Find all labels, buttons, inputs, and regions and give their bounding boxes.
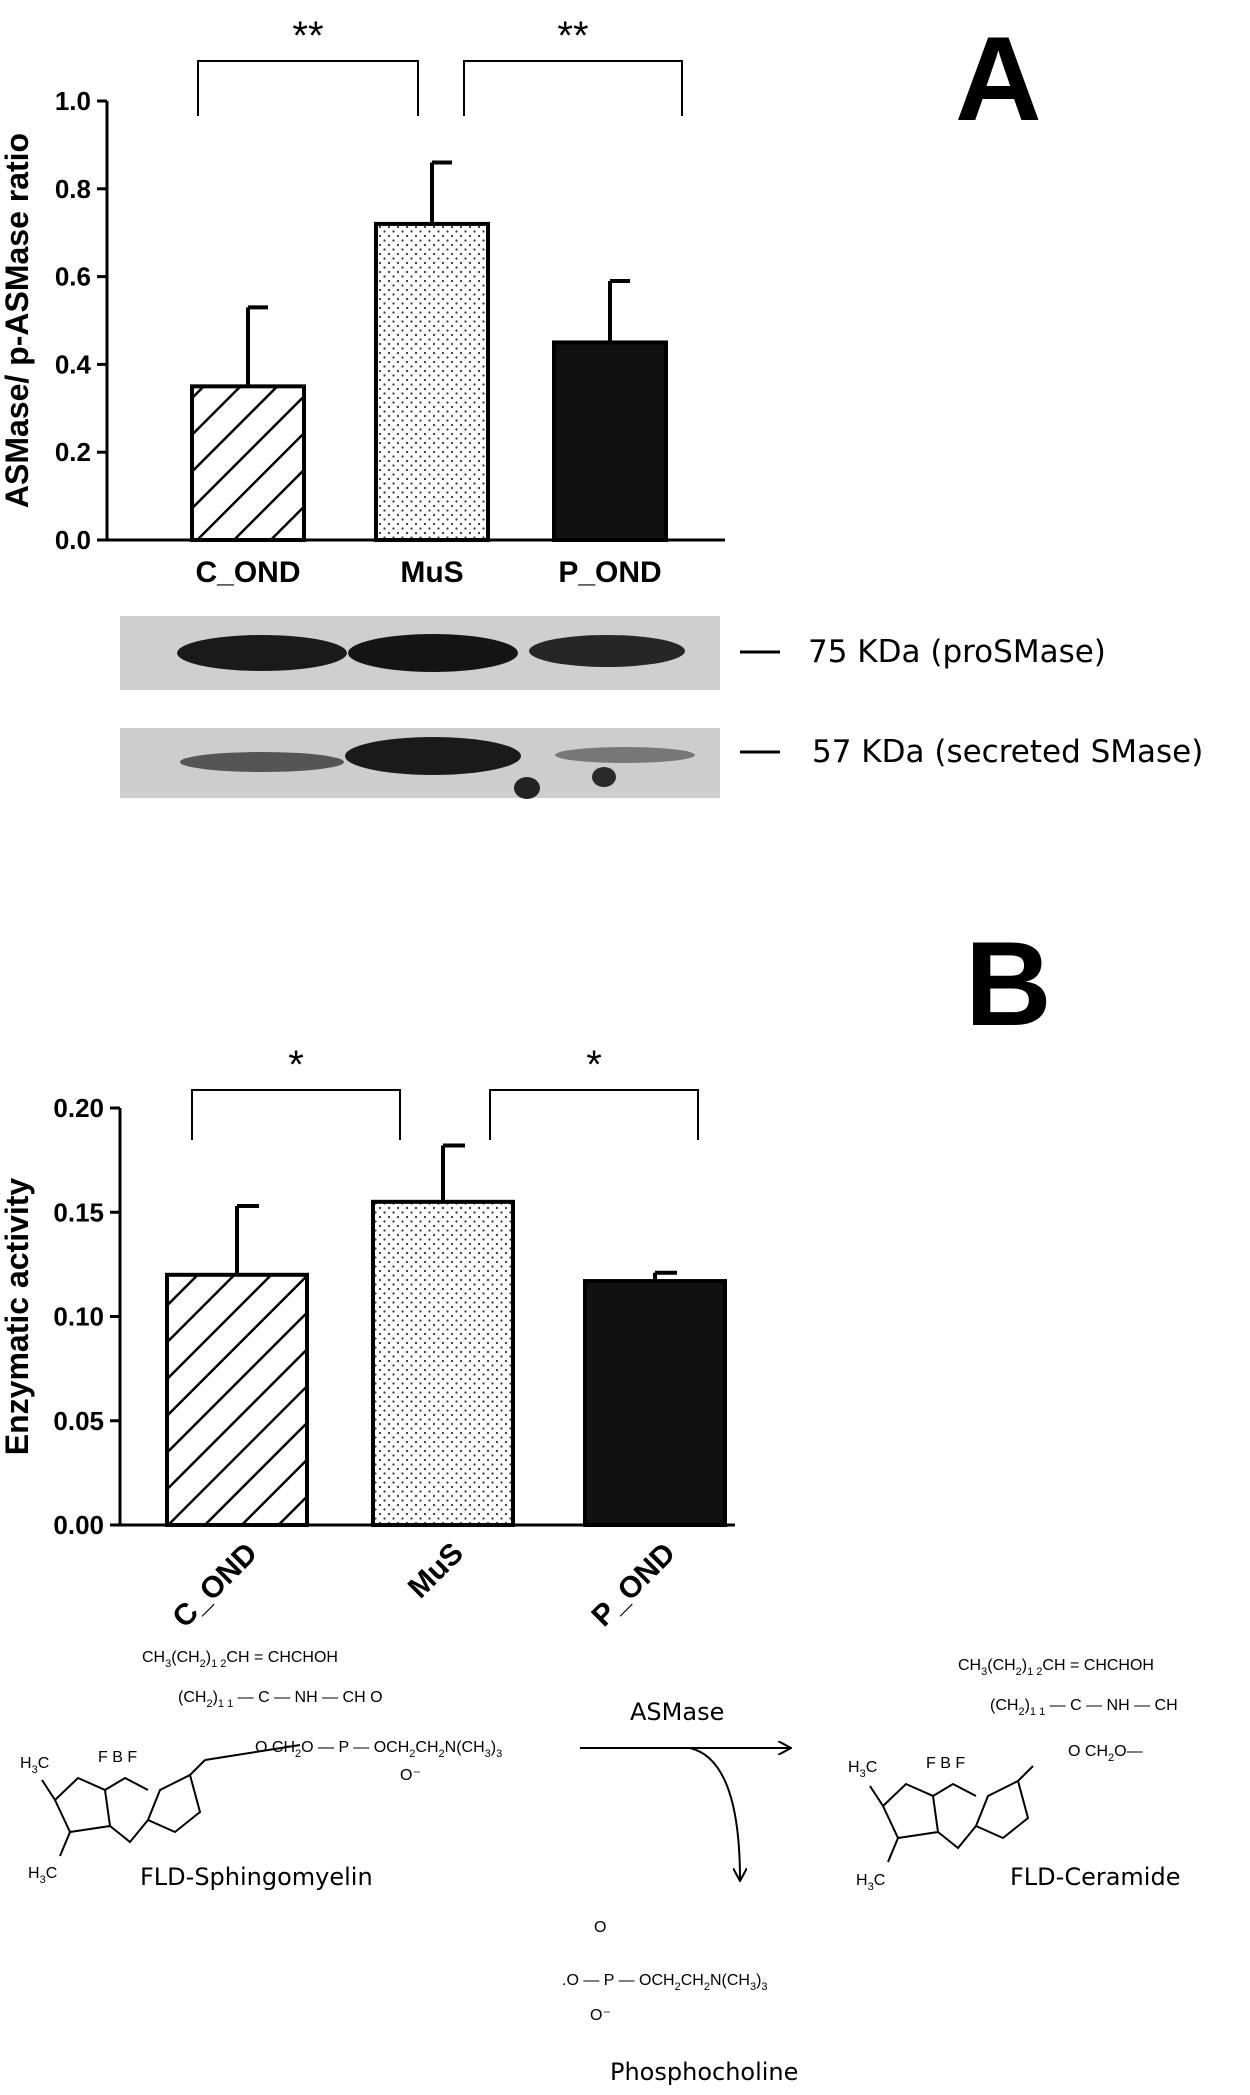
chart-b-bar-mus xyxy=(371,1199,515,1527)
chart-b-y-tick-label: 0.05 xyxy=(53,1406,104,1436)
chart-a-y-tick-label: 0.8 xyxy=(55,174,91,204)
chem-text-bf2: F B F xyxy=(98,1749,137,1766)
chart-a-category-label: C_OND xyxy=(195,556,300,589)
chart-b-significance-bracket xyxy=(191,1089,401,1140)
blot-spot-2 xyxy=(592,767,616,787)
panel-label-b: B xyxy=(965,917,1052,1051)
chem-text-o-minus: O⁻ xyxy=(400,1767,421,1784)
band-bottom-3 xyxy=(555,747,695,763)
chart-b-category-label: C_OND xyxy=(166,1537,264,1635)
chem-text-pc-o2: O⁻ xyxy=(590,2007,611,2024)
product-name: FLD-Ceramide xyxy=(1010,1863,1180,1891)
chart-b-y-tick-label: 0.10 xyxy=(53,1302,104,1332)
chem-text-h3c-2: H3C xyxy=(28,1865,57,1886)
chem-text-chain-1: CH3(CH2)1 2CH = CHCHOH xyxy=(142,1649,338,1670)
blot-spot-1 xyxy=(514,777,540,799)
sphingomyelin-structure xyxy=(41,1744,301,1857)
chart-b-bar-p-ond xyxy=(583,1279,727,1528)
reaction-scheme: H3C H3C F B F CH3(CH2)1 2CH = CHCHOH (CH… xyxy=(20,1649,1180,2086)
chart-b-category-label: P_OND xyxy=(586,1537,682,1633)
chart-b-y-axis-label: Enzymatic activity xyxy=(0,1178,35,1456)
panel-label-a: A xyxy=(955,12,1042,146)
chart-a-y-tick-label: 0.0 xyxy=(55,525,91,555)
chart-a-significance-label: ** xyxy=(292,14,323,58)
chart-b-y-tick-label: 0.00 xyxy=(53,1510,104,1540)
chem-text-bf2-2: F B F xyxy=(926,1755,965,1772)
chart-b-significance-bracket xyxy=(489,1089,699,1140)
chem-text-pc-o: O xyxy=(594,1919,606,1936)
chart-b-category-label: MuS xyxy=(402,1537,470,1605)
chart-a-category-label: MuS xyxy=(400,556,463,589)
chart-b-significance-label: * xyxy=(586,1043,602,1087)
chem-text-pc-main: .O — P — OCH2CH2N(CH3)3 xyxy=(562,1972,768,1993)
band-top-3 xyxy=(529,635,685,667)
chart-a-y-tick-label: 0.2 xyxy=(55,437,91,467)
band-top-2 xyxy=(348,634,518,672)
ceramide-structure xyxy=(869,1765,1034,1863)
chart-a-significance-bracket xyxy=(463,60,683,116)
band-bottom-1 xyxy=(180,752,344,772)
byproduct-arrow xyxy=(689,1747,740,1880)
chart-b-y-tick-label: 0.20 xyxy=(53,1093,104,1123)
chem-text-chain-6: O CH2O— xyxy=(1068,1743,1143,1764)
band-label-proSMase: 75 KDa (proSMase) xyxy=(808,634,1106,670)
western-blot: 75 KDa (proSMase) 57 KDa (secreted SMase… xyxy=(120,616,1203,799)
chart-a-y-tick-label: 1.0 xyxy=(55,86,91,116)
chem-text-h3c-4: H3C xyxy=(856,1872,885,1893)
chart-a-category-label: P_OND xyxy=(558,556,661,589)
chart-b-bar-c-ond xyxy=(165,1272,309,1528)
chart-b: 0.00 0.05 0.10 0.15 0.20 Enzymatic activity C_… xyxy=(0,1043,735,1634)
chart-b-significance-label: * xyxy=(288,1043,304,1087)
chem-text-chain-5: (CH2)1 1 — C — NH — CH xyxy=(990,1697,1178,1718)
band-label-secreted: 57 KDa (secreted SMase) xyxy=(812,734,1203,770)
chart-a-bar-p-ond xyxy=(552,340,668,543)
chem-text-chain-2: (CH2)1 1 — C — NH — CH O xyxy=(178,1689,383,1710)
byproduct-name: Phosphocholine xyxy=(610,2058,798,2086)
chem-text-chain-4: CH3(CH2)1 2CH = CHCHOH xyxy=(958,1657,1154,1678)
chart-a: 0.0 0.2 0.4 0.6 0.8 1.0 ASMase/ p-ASMase ratio… xyxy=(0,14,725,589)
chem-text-h3c-3: H3C xyxy=(848,1759,877,1780)
chart-a-significance-label: ** xyxy=(557,14,588,58)
chart-a-bar-c-ond xyxy=(190,384,306,542)
band-top-1 xyxy=(177,635,347,671)
chart-a-y-tick-label: 0.6 xyxy=(55,262,91,292)
chart-a-y-tick-label: 0.4 xyxy=(55,349,92,379)
substrate-name: FLD-Sphingomyelin xyxy=(140,1863,373,1891)
chart-a-bar-mus xyxy=(374,221,490,542)
chem-text-chain-3: O CH2O — P — OCH2CH2N(CH3)3 xyxy=(255,1739,502,1760)
enzyme-name: ASMase xyxy=(630,1698,724,1726)
band-bottom-2 xyxy=(345,737,521,775)
chart-b-y-tick-label: 0.15 xyxy=(53,1197,104,1227)
chart-a-significance-bracket xyxy=(197,60,419,116)
chart-a-y-axis-label: ASMase/ p-ASMase ratio xyxy=(0,133,35,508)
chem-text-h3c-1: H3C xyxy=(20,1755,49,1776)
